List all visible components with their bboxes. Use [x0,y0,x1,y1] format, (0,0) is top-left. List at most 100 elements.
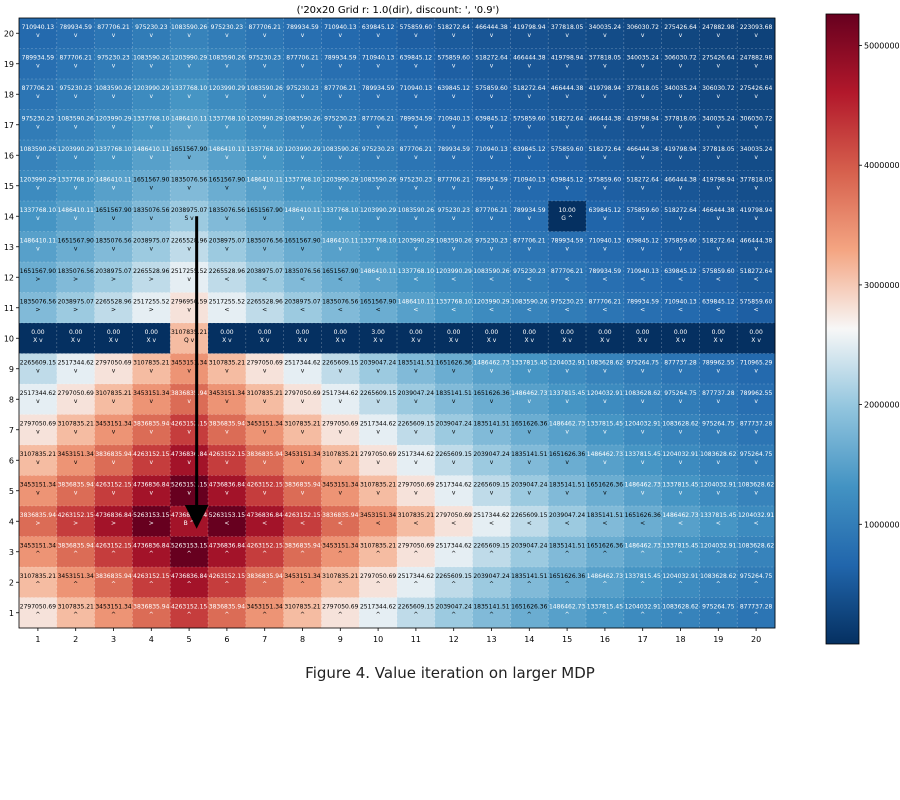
heatmap-cell [737,384,776,415]
cell-action-label: v [717,368,721,375]
heatmap-cell [586,18,625,49]
cell-value-label: 710940.13 [22,24,55,31]
heatmap-cell [19,384,58,415]
heatmap-cell [737,475,776,507]
heatmap-cell [94,48,133,80]
heatmap-cell [321,353,360,385]
cell-action-label: v [754,429,758,436]
cell-action-label: v [641,215,645,222]
cell-value-label: 2039047.24 [436,604,472,611]
cell-value-label: 575859.60 [400,24,433,31]
cell-action-label: ^ [565,551,570,558]
heatmap-cell [132,201,171,232]
heatmap-cell [699,262,738,293]
cell-value-label: 3453151.34 [95,604,131,611]
heatmap-cell [434,262,473,293]
heatmap-cell [170,292,209,324]
cell-value-label: 1651567.90 [133,177,169,184]
cell-value-label: 975230.23 [362,146,395,153]
cell-value-label: 2265609.15 [511,512,547,519]
x-tick-label: 7 [262,635,267,644]
cell-action-label: < [224,307,229,314]
cell-action-label: v [754,32,758,39]
x-tick-label: 20 [751,635,761,644]
cell-action-label: v [112,368,116,375]
cell-action-label: v [603,185,607,192]
cell-action-label: v [187,154,191,161]
cell-action-label: v [414,32,418,39]
cell-action-label: < [527,276,532,283]
cell-value-label: 877706.21 [97,24,130,31]
heatmap-cell [359,201,398,232]
cell-action-label: > [111,276,116,283]
cell-action-label: v [565,368,569,375]
cell-value-label: 575859.60 [664,238,697,245]
heatmap-cell [586,140,625,171]
cell-value-label: 3836835.94 [95,451,131,458]
cell-value-label: 1203990.29 [398,238,434,245]
cell-action-label: v [225,215,229,222]
x-tick-label: 11 [411,635,421,644]
cell-action-label: v [187,459,191,466]
cell-action-label: v [376,368,380,375]
cell-value-label: 1337768.10 [322,207,358,214]
heatmap-cell [623,292,662,324]
cell-action-label: v [754,490,758,497]
heatmap-cell [434,597,473,629]
heatmap-cell [283,567,322,598]
cell-value-label: 2265528.96 [133,268,169,275]
cell-value-label: 1083628.62 [700,573,736,580]
heatmap-cell [132,445,171,476]
heatmap-cell [132,475,171,507]
cell-action-label: < [262,307,267,314]
cell-action-label: v [301,490,305,497]
cell-value-label: 710940.13 [475,146,508,153]
heatmap-cell [661,231,700,263]
heatmap-cell [359,445,398,476]
heatmap-cell [132,18,171,49]
cell-action-label: v [679,154,683,161]
cell-value-label: 789934.59 [589,268,622,275]
heatmap-cell [245,506,284,537]
cell-value-label: 1083590.26 [171,24,207,31]
cell-value-label: 10.00 [559,207,576,214]
cell-action-label: v [36,398,40,405]
heatmap-cell [56,414,95,446]
heatmap-cell [208,536,247,568]
cell-value-label: 1486462.73 [473,360,509,367]
heatmap-cell [737,140,776,171]
cell-action-label: < [376,307,381,314]
cell-action-label: v [452,368,456,375]
y-tick-label: 20 [4,29,14,38]
cell-value-label: 3836835.94 [209,604,245,611]
colorbar-tick-label: 5000000 [864,41,900,50]
cell-value-label: 5263153.15 [171,482,207,489]
cell-action-label: v [565,154,569,161]
heatmap-cell [56,231,95,263]
heatmap-cell [321,231,360,263]
heatmap-cell [94,109,133,141]
cell-action-label: ^ [187,612,192,619]
cell-action-label: v [414,368,418,375]
cell-value-label: 639845.12 [475,116,508,123]
cell-value-label: 1204032.91 [662,573,698,580]
cell-action-label: v [754,246,758,253]
cell-value-label: 1337768.10 [247,146,283,153]
cell-action-label: v [339,215,343,222]
cell-value-label: 575859.60 [551,146,584,153]
cell-value-label: 3836835.94 [322,512,358,519]
cell-value-label: 0.00 [447,329,461,336]
cell-value-label: 975230.23 [211,24,244,31]
heatmap-cell [56,384,95,415]
heatmap-cell [283,536,322,568]
heatmap-cell [661,170,700,202]
cell-value-label: 2039047.24 [436,421,472,428]
cell-action-label: v [414,429,418,436]
heatmap-cell [132,567,171,598]
heatmap-cell [434,109,473,141]
x-tick-label: 16 [600,635,610,644]
cell-value-label: 2797050.69 [95,360,131,367]
cell-value-label: 1486462.73 [549,604,585,611]
cell-value-label: 877706.21 [400,146,433,153]
cell-value-label: 1083590.26 [20,146,56,153]
